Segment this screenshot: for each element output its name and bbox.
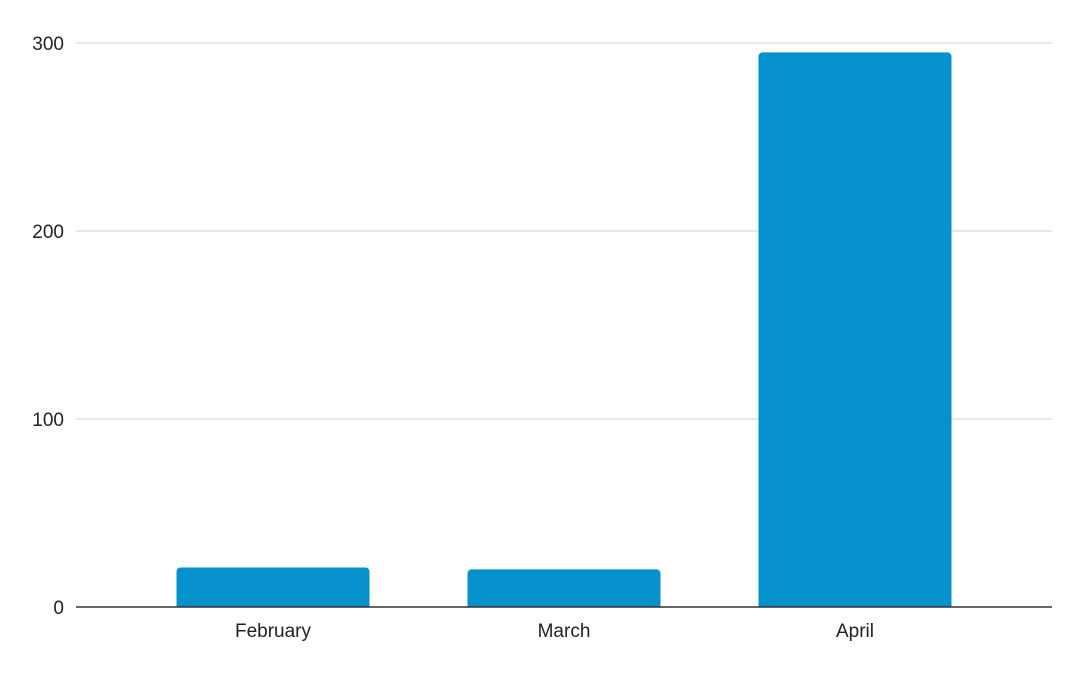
- y-tick-label: 200: [32, 222, 64, 243]
- bar-february: [176, 567, 370, 607]
- x-tick-label: April: [836, 621, 874, 642]
- y-axis-tick-labels: 0 100 200 300: [32, 34, 64, 619]
- bar-april: [758, 52, 952, 607]
- bars: [176, 52, 952, 607]
- y-tick-label: 300: [32, 34, 64, 55]
- bar-march: [467, 569, 661, 607]
- bar-base-march: [467, 601, 661, 607]
- y-tick-label: 100: [32, 410, 64, 431]
- y-tick-label: 0: [53, 598, 64, 619]
- x-axis-tick-labels: February March April: [235, 621, 874, 642]
- bar-base-april: [758, 601, 952, 607]
- x-tick-label: February: [235, 621, 312, 642]
- bar-base-february: [176, 601, 370, 607]
- x-tick-label: March: [538, 621, 591, 642]
